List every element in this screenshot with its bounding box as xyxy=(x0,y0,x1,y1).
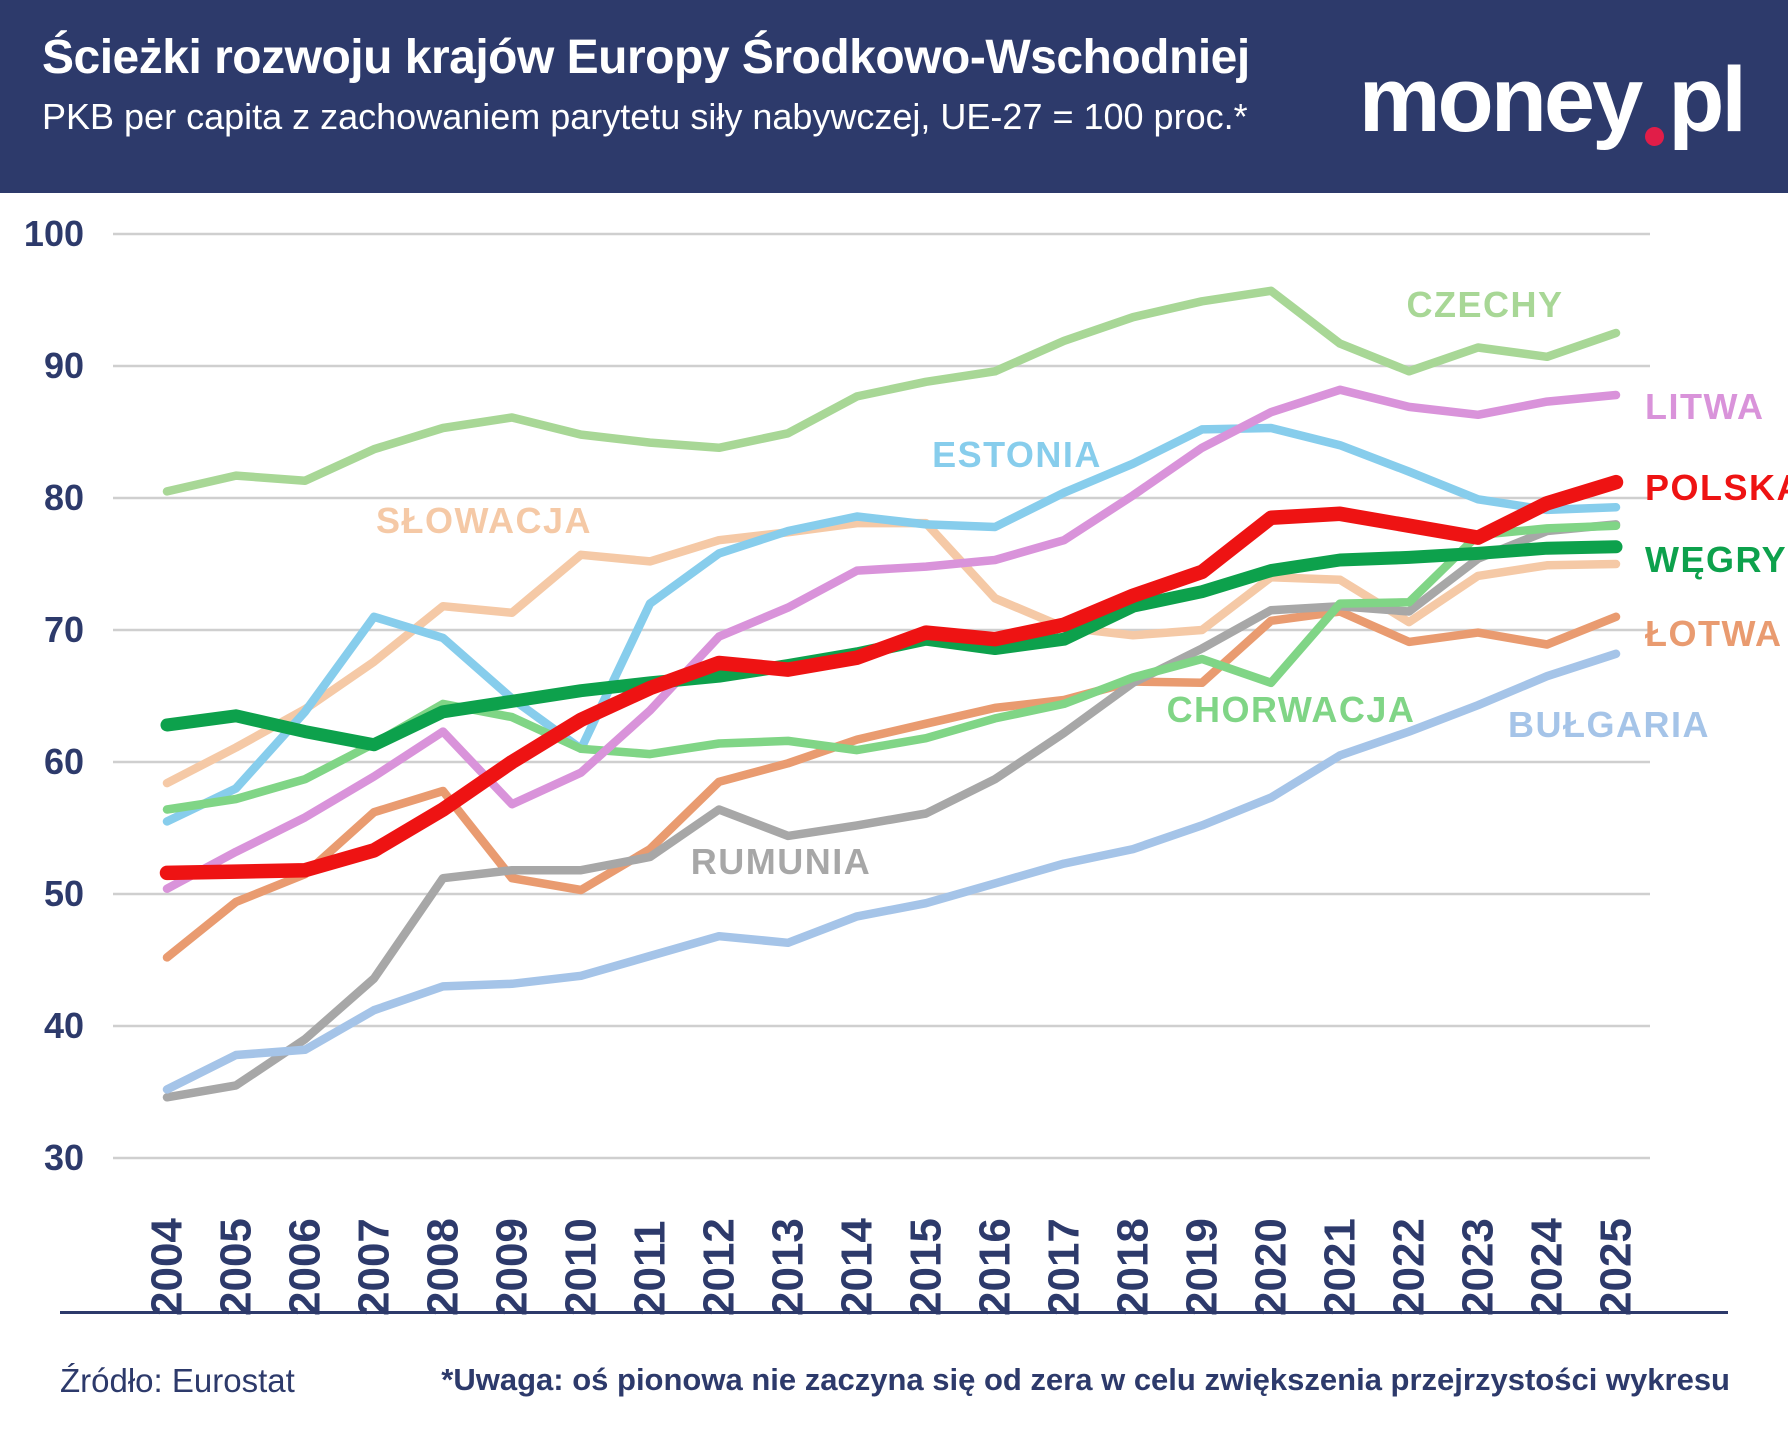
y-tick-label-70: 70 xyxy=(44,609,84,650)
series-label-slowacja: SŁOWACJA xyxy=(376,500,592,541)
x-tick-label-2010: 2010 xyxy=(557,1218,606,1316)
logo-red-dot-icon xyxy=(1645,127,1665,146)
x-tick-label-2019: 2019 xyxy=(1178,1218,1227,1316)
money-pl-logo: money pl xyxy=(1358,49,1747,151)
y-tick-label-50: 50 xyxy=(44,873,84,914)
series-label-lotwa: ŁOTWA xyxy=(1645,613,1782,654)
x-tick-label-2023: 2023 xyxy=(1454,1218,1503,1316)
x-tick-label-2008: 2008 xyxy=(419,1218,468,1316)
footer-divider xyxy=(60,1311,1728,1314)
series-label-polska: POLSKA xyxy=(1645,467,1788,508)
x-tick-label-2025: 2025 xyxy=(1592,1218,1641,1316)
header-bar: Ścieżki rozwoju krajów Europy Środkowo-W… xyxy=(0,0,1788,193)
x-tick-label-2012: 2012 xyxy=(695,1218,744,1316)
series-label-bulgaria: BUŁGARIA xyxy=(1508,704,1710,745)
series-line-bulgaria xyxy=(162,649,1621,1094)
x-tick-label-2016: 2016 xyxy=(971,1218,1020,1316)
series-label-wegry: WĘGRY xyxy=(1645,539,1787,580)
x-tick-label-2011: 2011 xyxy=(626,1221,675,1316)
x-tick-label-2013: 2013 xyxy=(764,1218,813,1316)
series-label-rumunia: RUMUNIA xyxy=(691,841,871,882)
footer-note: *Uwaga: oś pionowa nie zaczyna się od ze… xyxy=(441,1362,1730,1397)
x-tick-label-2021: 2021 xyxy=(1316,1218,1365,1316)
series-label-czechy: CZECHY xyxy=(1406,284,1563,325)
x-tick-label-2022: 2022 xyxy=(1385,1218,1434,1316)
x-tick-label-2018: 2018 xyxy=(1109,1218,1158,1316)
x-tick-label-2014: 2014 xyxy=(833,1218,882,1316)
x-tick-label-2007: 2007 xyxy=(350,1218,399,1316)
series-label-chorwacja: CHORWACJA xyxy=(1167,689,1416,730)
series-line-estonia xyxy=(162,423,1621,826)
logo-text-pl: pl xyxy=(1668,49,1747,151)
series-line-rumunia xyxy=(162,520,1621,1102)
logo-text-money: money xyxy=(1358,49,1644,151)
series-line-litwa xyxy=(162,385,1621,893)
x-tick-label-2024: 2024 xyxy=(1523,1218,1572,1316)
y-tick-label-30: 30 xyxy=(44,1137,84,1178)
y-tick-label-40: 40 xyxy=(44,1005,84,1046)
series-line-czechy xyxy=(162,286,1621,496)
x-tick-label-2020: 2020 xyxy=(1247,1218,1296,1316)
page-subtitle: PKB per capita z zachowaniem parytetu si… xyxy=(42,96,1248,137)
y-tick-label-60: 60 xyxy=(44,741,84,782)
page-title: Ścieżki rozwoju krajów Europy Środkowo-W… xyxy=(42,31,1250,84)
series-line-polska xyxy=(159,474,1624,881)
x-tick-label-2009: 2009 xyxy=(488,1218,537,1316)
x-tick-label-2017: 2017 xyxy=(1040,1218,1089,1316)
series-label-litwa: LITWA xyxy=(1645,386,1764,427)
x-tick-label-2015: 2015 xyxy=(902,1218,951,1316)
footer-source: Źródło: Eurostat xyxy=(60,1362,295,1399)
x-tick-label-2006: 2006 xyxy=(281,1218,330,1316)
x-tick-label-2005: 2005 xyxy=(212,1218,261,1316)
y-tick-label-80: 80 xyxy=(44,477,84,518)
y-tick-label-90: 90 xyxy=(44,345,84,386)
y-tick-label-100: 100 xyxy=(24,213,84,254)
x-tick-label-2004: 2004 xyxy=(143,1218,192,1316)
series-label-estonia: ESTONIA xyxy=(932,434,1102,475)
series-line-lotwa xyxy=(162,607,1621,962)
